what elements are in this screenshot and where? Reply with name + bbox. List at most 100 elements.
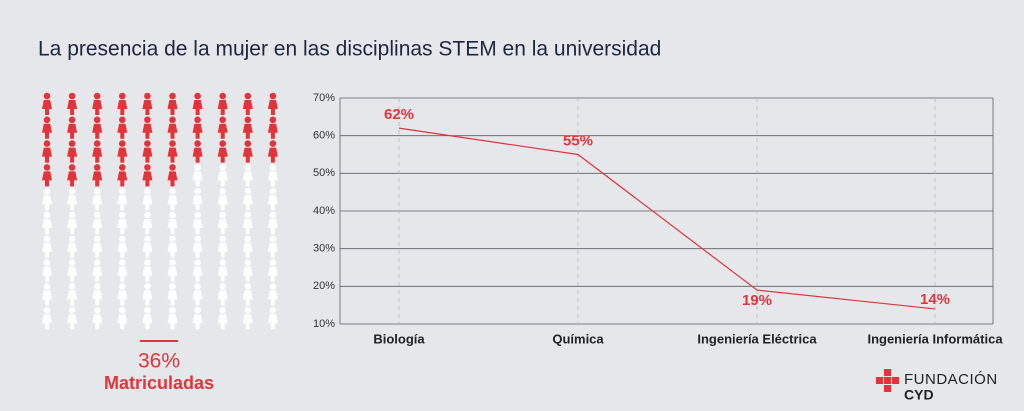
icon-head xyxy=(269,92,277,100)
icon-head xyxy=(244,235,252,243)
y-tick-label: 20% xyxy=(313,280,335,292)
icon-head xyxy=(219,235,226,243)
icon-body xyxy=(142,314,153,330)
icon-head xyxy=(244,116,252,124)
icon-head xyxy=(194,235,201,243)
x-tick-label: Biología xyxy=(373,331,425,346)
icon-body xyxy=(192,290,203,306)
icon-head xyxy=(93,283,101,290)
icon-body xyxy=(142,123,153,139)
y-tick-label: 50% xyxy=(313,167,335,179)
icon-body xyxy=(67,123,78,139)
icon-body xyxy=(242,147,253,163)
logo-square xyxy=(884,369,891,376)
icon-head xyxy=(244,306,252,314)
icon-head xyxy=(119,140,126,147)
icon-body xyxy=(42,171,52,187)
icon-head xyxy=(68,164,76,171)
icon-body xyxy=(267,290,278,306)
icon-body xyxy=(92,123,103,139)
icon-body xyxy=(242,242,253,258)
icon-head xyxy=(219,92,226,100)
icon-body xyxy=(217,123,228,139)
icon-head xyxy=(93,116,101,124)
icon-body xyxy=(192,219,203,234)
icon-head xyxy=(194,187,201,195)
icon-head xyxy=(119,187,126,195)
logo-square xyxy=(884,385,891,392)
icon-body xyxy=(142,100,153,115)
icon-body xyxy=(67,147,78,163)
icon-body xyxy=(217,242,228,258)
title: La presencia de la mujer en las discipli… xyxy=(38,38,661,61)
icon-head xyxy=(68,259,76,266)
icon-head xyxy=(144,283,151,290)
empty-icons xyxy=(42,164,278,330)
logo: FUNDACIÓN CYD xyxy=(876,369,998,403)
icon-head xyxy=(244,259,252,266)
icon-head xyxy=(244,164,252,171)
icon-body xyxy=(92,290,103,306)
icon-body xyxy=(142,242,153,258)
icon-body xyxy=(92,219,103,234)
icon-head xyxy=(43,211,51,219)
y-tick-label: 40% xyxy=(313,205,335,217)
icon-body xyxy=(192,266,203,282)
icon-head xyxy=(68,235,76,243)
icon-head xyxy=(194,140,201,147)
icon-body xyxy=(67,290,78,306)
icon-head xyxy=(194,92,201,100)
icon-head xyxy=(68,140,76,147)
icon-body xyxy=(42,314,52,330)
icon-head xyxy=(119,306,126,314)
value-label: 36% xyxy=(138,350,180,373)
icon-head xyxy=(93,92,101,100)
icon-head xyxy=(144,116,151,124)
icon-body xyxy=(267,266,278,282)
icon-head xyxy=(269,259,277,266)
icon-body xyxy=(167,219,178,234)
icon-head xyxy=(43,164,51,171)
icon-body xyxy=(242,171,253,187)
logo-text: FUNDACIÓN xyxy=(904,371,998,388)
icon-head xyxy=(43,283,51,290)
icon-body xyxy=(217,266,228,282)
icon-head xyxy=(144,92,151,100)
y-tick-label: 30% xyxy=(313,243,335,255)
icon-body xyxy=(142,266,153,282)
icon-body xyxy=(92,314,103,330)
icon-head xyxy=(219,211,226,219)
icon-body xyxy=(142,171,153,187)
icon-body xyxy=(192,195,203,211)
icon-head xyxy=(169,164,176,171)
icon-head xyxy=(169,187,176,195)
icon-head xyxy=(219,283,226,290)
icon-body xyxy=(117,147,128,163)
icon-head xyxy=(169,92,176,100)
icon-body xyxy=(217,314,228,330)
icon-body xyxy=(167,100,178,115)
icon-head xyxy=(169,211,176,219)
icon-body xyxy=(192,147,203,163)
icon-head xyxy=(144,211,151,219)
icon-body xyxy=(42,266,52,282)
icon-head xyxy=(119,259,126,266)
icon-body xyxy=(42,242,52,258)
category-label: Matriculadas xyxy=(104,373,214,393)
icon-body xyxy=(192,314,203,330)
icon-body xyxy=(217,219,228,234)
x-tick-label: Ingeniería Informática xyxy=(867,331,1003,346)
logo-square xyxy=(876,377,883,384)
icon-head xyxy=(43,92,51,100)
icon-body xyxy=(67,100,78,115)
y-tick-label: 60% xyxy=(313,130,335,142)
icon-head xyxy=(219,116,226,124)
icon-head xyxy=(194,306,201,314)
icon-body xyxy=(117,195,128,211)
icon-head xyxy=(169,306,176,314)
filled-icons xyxy=(42,92,278,187)
icon-head xyxy=(144,306,151,314)
icon-head xyxy=(43,140,51,147)
icon-body xyxy=(192,100,203,115)
icon-head xyxy=(269,187,277,195)
